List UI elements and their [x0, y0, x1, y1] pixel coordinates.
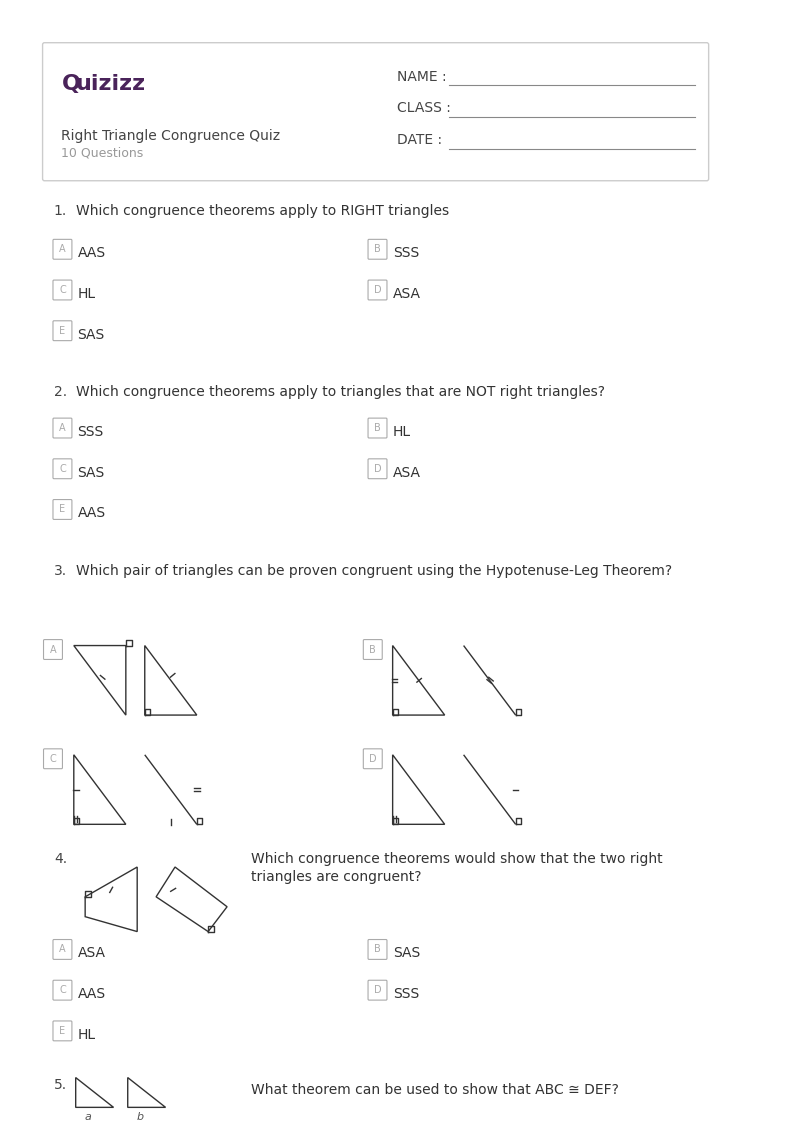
Text: SAS: SAS — [78, 328, 105, 341]
Text: uizizz: uizizz — [75, 74, 146, 94]
Text: D: D — [374, 985, 381, 995]
Text: A: A — [59, 944, 66, 955]
FancyBboxPatch shape — [53, 418, 72, 438]
Text: 3.: 3. — [54, 564, 67, 578]
Text: A: A — [59, 245, 66, 254]
Text: b: b — [137, 1112, 144, 1122]
Text: B: B — [374, 423, 381, 433]
Text: a: a — [84, 1112, 91, 1122]
Text: Which congruence theorems apply to RIGHT triangles: Which congruence theorems apply to RIGHT… — [75, 203, 449, 218]
Text: Which congruence theorems would show that the two right: Which congruence theorems would show tha… — [251, 852, 662, 866]
Text: D: D — [369, 754, 376, 764]
FancyBboxPatch shape — [368, 459, 387, 478]
Text: E: E — [60, 326, 66, 336]
Text: B: B — [374, 245, 381, 254]
Text: AAS: AAS — [78, 987, 106, 1001]
Text: HL: HL — [78, 287, 96, 301]
Text: triangles are congruent?: triangles are congruent? — [251, 870, 422, 884]
Text: DATE :: DATE : — [397, 134, 442, 147]
Text: SSS: SSS — [393, 246, 419, 261]
Text: HL: HL — [393, 424, 410, 439]
Text: Q: Q — [61, 74, 80, 94]
Text: NAME :: NAME : — [397, 70, 447, 83]
Text: What theorem can be used to show that ABC ≅ DEF?: What theorem can be used to show that AB… — [251, 1083, 619, 1096]
Text: C: C — [59, 285, 66, 295]
FancyBboxPatch shape — [44, 749, 63, 769]
Text: E: E — [60, 1026, 66, 1035]
Text: 4.: 4. — [54, 852, 67, 866]
FancyBboxPatch shape — [53, 239, 72, 259]
Text: D: D — [374, 464, 381, 474]
FancyBboxPatch shape — [53, 321, 72, 340]
Text: 1.: 1. — [54, 203, 67, 218]
Text: SSS: SSS — [393, 987, 419, 1001]
FancyBboxPatch shape — [53, 980, 72, 1001]
Text: HL: HL — [78, 1028, 96, 1042]
Text: 2.: 2. — [54, 385, 67, 400]
FancyBboxPatch shape — [53, 280, 72, 300]
FancyBboxPatch shape — [53, 500, 72, 520]
FancyBboxPatch shape — [53, 1021, 72, 1041]
FancyBboxPatch shape — [44, 640, 63, 659]
Text: SAS: SAS — [78, 466, 105, 480]
Text: Which congruence theorems apply to triangles that are NOT right triangles?: Which congruence theorems apply to trian… — [75, 385, 605, 400]
FancyBboxPatch shape — [53, 459, 72, 478]
FancyBboxPatch shape — [53, 940, 72, 959]
Text: 5.: 5. — [54, 1078, 67, 1092]
Text: Which pair of triangles can be proven congruent using the Hypotenuse-Leg Theorem: Which pair of triangles can be proven co… — [75, 564, 672, 578]
Text: ASA: ASA — [78, 947, 106, 960]
FancyBboxPatch shape — [368, 940, 387, 959]
Text: B: B — [374, 944, 381, 955]
Text: C: C — [59, 464, 66, 474]
Text: Right Triangle Congruence Quiz: Right Triangle Congruence Quiz — [61, 129, 280, 143]
Text: B: B — [369, 645, 376, 655]
Text: SAS: SAS — [393, 947, 420, 960]
FancyBboxPatch shape — [368, 239, 387, 259]
Text: ASA: ASA — [393, 287, 421, 301]
Text: CLASS :: CLASS : — [397, 101, 451, 116]
FancyBboxPatch shape — [368, 280, 387, 300]
FancyBboxPatch shape — [364, 640, 382, 659]
Text: C: C — [59, 985, 66, 995]
FancyBboxPatch shape — [43, 43, 709, 181]
FancyBboxPatch shape — [364, 749, 382, 769]
Text: ASA: ASA — [393, 466, 421, 480]
Text: A: A — [59, 423, 66, 433]
Text: E: E — [60, 504, 66, 514]
Text: AAS: AAS — [78, 246, 106, 261]
Text: SSS: SSS — [78, 424, 104, 439]
Text: D: D — [374, 285, 381, 295]
Text: AAS: AAS — [78, 506, 106, 520]
Text: C: C — [49, 754, 56, 764]
Text: 10 Questions: 10 Questions — [61, 147, 144, 159]
FancyBboxPatch shape — [368, 980, 387, 1001]
FancyBboxPatch shape — [368, 418, 387, 438]
Text: A: A — [50, 645, 56, 655]
